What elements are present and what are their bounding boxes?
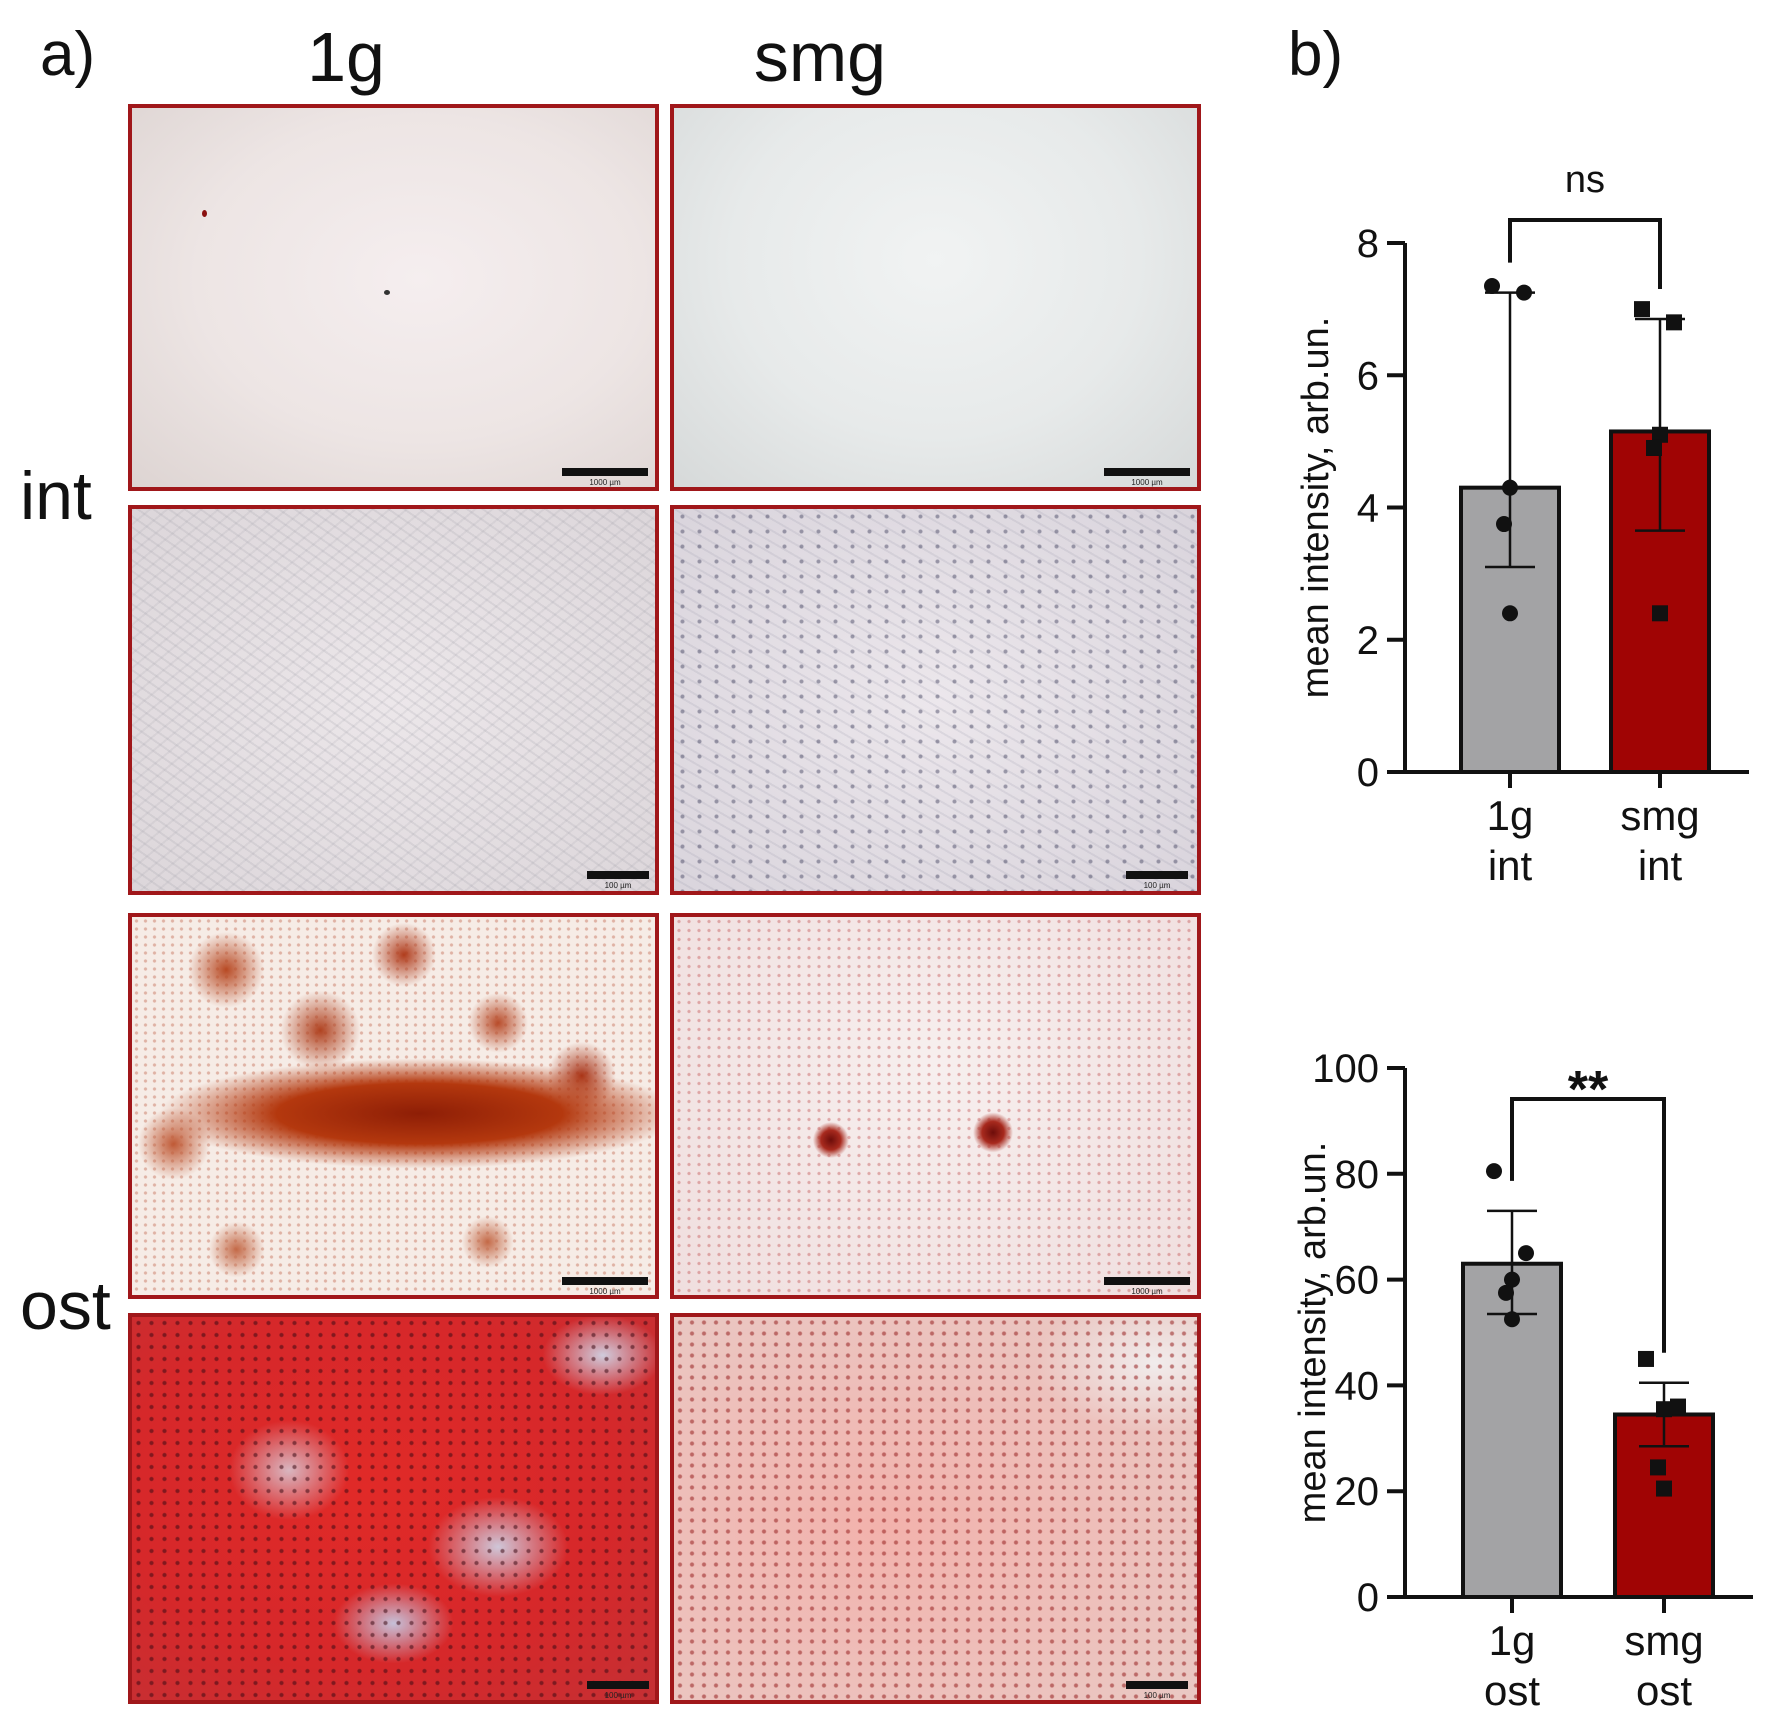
micrograph-ost-smg-high: 100 µm [670,1313,1201,1704]
micrograph-int-smg-low: 1000 µm [670,104,1201,491]
scale-bar [562,1277,648,1285]
data-point [1502,479,1518,496]
y-tick-label: 20 [1335,1470,1380,1514]
data-point [1504,1311,1520,1328]
data-point [1656,1480,1672,1497]
scale-label: 1000 µm [589,1287,621,1296]
scale-label: 1000 µm [589,478,621,487]
data-point [1518,1245,1534,1262]
y-tick-label: 8 [1357,222,1379,266]
significance-label: ns [1565,159,1605,201]
data-point [1638,1350,1654,1367]
significance-bracket [1508,218,1662,290]
micrograph-ost-1g-high: 100 µm [128,1313,659,1704]
x-tick-label-line2: int [1488,842,1533,889]
y-tick-label: 0 [1357,1576,1379,1620]
data-point [1502,605,1518,622]
data-point [1670,1398,1686,1415]
scale-bar [1126,871,1188,879]
scale-label: 1000 µm [1131,1287,1163,1296]
y-tick-label: 100 [1312,1047,1379,1091]
x-tick-label-line1: smg [1624,1617,1703,1664]
scale-bar [587,1681,649,1689]
scale-bar [1104,1277,1190,1285]
y-tick-label: 40 [1335,1364,1380,1408]
y-tick-label: 60 [1335,1259,1380,1303]
x-tick-label-line1: 1g [1487,792,1534,839]
scale-label: 100 µm [604,881,632,890]
data-point [1646,439,1662,456]
significance-label: ** [1568,1061,1609,1119]
y-tick-label: 0 [1357,751,1379,795]
data-point [1666,314,1682,331]
data-point [1634,301,1650,318]
scale-label: 1000 µm [1131,478,1163,487]
x-tick-label-line2: ost [1484,1667,1540,1714]
scale-label: 100 µm [604,1691,632,1700]
column-label-smg: smg [753,18,887,96]
x-tick-label-line1: smg [1620,792,1699,839]
scale-bar [562,468,648,476]
scale-label: 100 µm [1143,1691,1171,1700]
significance-bracket [1510,1097,1666,1353]
micrograph-int-1g-high: 100 µm [128,505,659,895]
y-tick-label: 6 [1357,354,1379,398]
data-point [1496,516,1512,533]
y-tick-label: 2 [1357,619,1379,663]
micrograph-int-1g-low: 1000 µm [128,104,659,491]
data-point [1656,1401,1672,1418]
row-label-int: int [20,458,92,534]
y-tick-label: 4 [1357,487,1379,531]
scale-bar [587,871,649,879]
x-tick-label-line2: int [1638,842,1683,889]
data-point [1650,1459,1666,1476]
micrograph-ost-1g-low: 1000 µm [128,913,659,1299]
data-point [1484,277,1500,294]
data-point [1652,426,1668,443]
micrograph-ost-smg-low: 1000 µm [670,913,1201,1299]
row-label-ost: ost [20,1268,111,1344]
data-point [1498,1284,1514,1301]
y-axis-label: mean intensity, arb.un. [1292,1142,1334,1524]
y-tick-label: 80 [1335,1153,1380,1197]
scale-bar [1126,1681,1188,1689]
panel-a-letter: a) [40,20,96,89]
data-point [1486,1163,1502,1180]
x-tick-label-line1: 1g [1489,1617,1536,1664]
data-point [1504,1271,1520,1288]
scale-bar [1104,468,1190,476]
data-point [1652,605,1668,622]
data-point [1516,284,1532,301]
y-axis-label: mean intensity, arb.un. [1295,317,1337,699]
scale-label: 100 µm [1143,881,1171,890]
x-tick-label-line2: ost [1636,1667,1692,1714]
micrograph-int-smg-high: 100 µm [670,505,1201,895]
panel-b-letter: b) [1288,20,1344,89]
column-label-1g: 1g [307,18,385,96]
